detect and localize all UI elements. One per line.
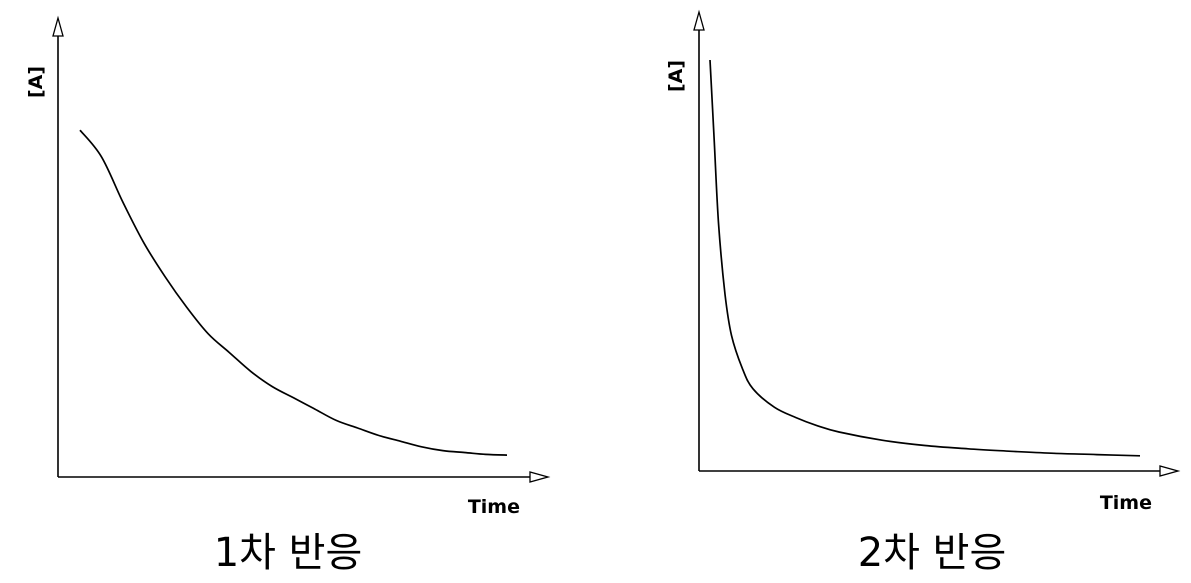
concentration-curve <box>79 129 508 456</box>
x-axis-label: Time <box>468 496 520 518</box>
second-order-chart: [A] Time 2차 반응 <box>665 9 1181 576</box>
chart-caption: 1차 반응 <box>214 530 363 576</box>
y-axis-arrow <box>52 15 64 37</box>
x-axis-arrow <box>1159 465 1181 477</box>
y-axis-label: [A] <box>25 66 47 98</box>
concentration-curve <box>709 59 1141 457</box>
x-axis-label: Time <box>1100 492 1152 514</box>
y-axis-arrow <box>693 9 705 31</box>
y-axis-label: [A] <box>665 60 687 92</box>
first-order-chart: [A] Time 1차 반응 <box>25 15 551 576</box>
chart-caption: 2차 반응 <box>858 530 1007 576</box>
x-axis-arrow <box>529 471 551 483</box>
